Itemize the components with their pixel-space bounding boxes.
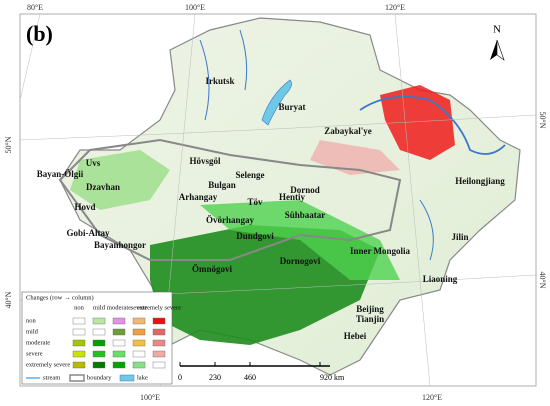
scale-label: 920 km xyxy=(320,373,345,382)
legend-cell xyxy=(112,361,126,369)
graticule-label: 40°N xyxy=(4,291,13,308)
legend-cell xyxy=(92,328,106,336)
legend-cell xyxy=(132,317,146,325)
stream xyxy=(199,29,434,261)
legend-cell xyxy=(132,328,146,336)
mongolia-boundary xyxy=(58,138,402,261)
legend-row: non xyxy=(26,317,37,324)
legend-item: lake xyxy=(137,374,148,381)
legend-cell xyxy=(112,317,126,325)
legend-cell xyxy=(72,350,86,358)
region-label: Beijing xyxy=(356,304,384,314)
legend-cell xyxy=(92,361,106,369)
legend-row: severe xyxy=(26,350,43,357)
region-label: Ömnögovi xyxy=(192,264,233,274)
region-label: Selenge xyxy=(236,170,265,180)
legend-column: extremely severe xyxy=(137,304,181,311)
region-label: Dornod xyxy=(290,185,320,195)
legend-cell xyxy=(152,361,166,369)
legend-column: moderate xyxy=(107,304,131,311)
legend-cell xyxy=(112,350,126,358)
graticule-label: 50°N xyxy=(4,136,13,153)
graticule-label: 40°N xyxy=(538,272,547,289)
region-label: Hebei xyxy=(344,331,367,341)
legend-cell xyxy=(152,328,166,336)
legend-cell xyxy=(152,317,166,325)
region-label: Sühbaatar xyxy=(285,210,326,220)
panel-label: (b) xyxy=(26,21,53,46)
region-label: Bayan-Ölgii xyxy=(37,169,84,179)
lake-key xyxy=(119,374,135,382)
legend-cell xyxy=(72,361,86,369)
graticule-label: 50°N xyxy=(538,112,547,129)
legend-cell xyxy=(72,317,86,325)
scale-label: 0 xyxy=(178,373,182,382)
region-label: Liaoning xyxy=(423,274,458,284)
region-label: Hövsgöl xyxy=(189,156,221,166)
legend-row: moderate xyxy=(26,339,50,346)
region-label: Gobi-Altay xyxy=(66,228,110,238)
legend-cell xyxy=(92,339,106,347)
legend-cell xyxy=(72,328,86,336)
graticule-label: 120°E xyxy=(422,393,442,402)
legend-cell xyxy=(92,317,106,325)
region-label: Bayanhongor xyxy=(94,240,146,250)
legend-cell xyxy=(152,350,166,358)
lake-baikal xyxy=(261,79,292,126)
boundary-key xyxy=(69,374,85,382)
legend-cell xyxy=(72,339,86,347)
legend-title: Changes (row → column) xyxy=(26,294,94,301)
region-label: Tianjin xyxy=(356,314,384,324)
legend-box xyxy=(21,291,173,385)
north-label: N xyxy=(493,24,501,36)
region-label: Hovd xyxy=(74,202,95,212)
region-label: Dzavhan xyxy=(86,182,120,192)
region-label: Bulgan xyxy=(208,180,236,190)
scale-label: 460 xyxy=(244,373,256,382)
region-label: Dornogovi xyxy=(280,256,321,266)
legend-cell xyxy=(132,339,146,347)
graticule-label: 100°E xyxy=(140,393,160,402)
legend-row: extremely severe xyxy=(26,361,70,368)
legend-column: mild xyxy=(93,304,106,311)
north-arrow xyxy=(490,39,505,61)
legend-cell xyxy=(152,339,166,347)
legend-cell xyxy=(112,328,126,336)
light-green xyxy=(70,150,170,210)
legend-item: stream xyxy=(43,374,60,381)
region-label: Uvs xyxy=(86,158,101,168)
graticule-label: 100°E xyxy=(185,3,205,12)
graticule-label: 80°E xyxy=(27,3,43,12)
scale-label: 230 xyxy=(209,373,221,382)
region-label: Övörhangay xyxy=(206,215,255,225)
region-label: Dundgovi xyxy=(236,231,274,241)
legend-cell xyxy=(92,350,106,358)
pink-zone xyxy=(310,140,400,175)
region-label: Töv xyxy=(247,197,263,207)
region-label: Arhangay xyxy=(179,192,218,202)
region-label: Hentiy xyxy=(279,192,305,202)
legend-cell xyxy=(132,361,146,369)
legend-item: boundary xyxy=(87,374,112,381)
region-label: Irkutsk xyxy=(205,76,234,86)
region-label: Inner Mongolia xyxy=(350,246,411,256)
graticule-label: 120°E xyxy=(385,3,405,12)
region-label: Buryat xyxy=(279,102,306,112)
legend-cell xyxy=(132,350,146,358)
region-label: Jilin xyxy=(451,232,468,242)
graticule xyxy=(19,13,537,387)
region-label: Heilongjiang xyxy=(455,176,505,186)
green-zone xyxy=(200,200,400,280)
legend-row: mild xyxy=(26,328,39,335)
legend-column: non xyxy=(74,304,85,311)
legend-column: severe xyxy=(131,304,148,311)
legend-cell xyxy=(112,339,126,347)
region-label: Zabaykal'ye xyxy=(324,126,372,136)
